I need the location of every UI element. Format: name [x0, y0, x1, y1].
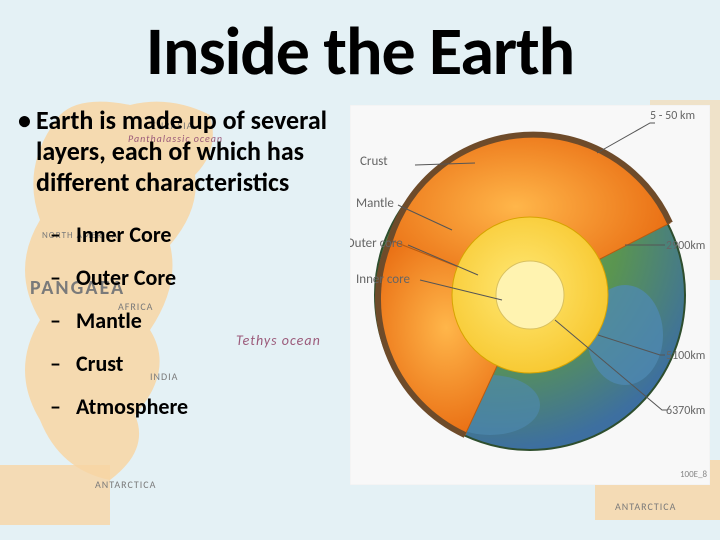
diagram-credit: 100E_8 [680, 469, 708, 480]
list-item: Outer Core [76, 264, 350, 291]
depth-inner: 6370km [666, 404, 705, 418]
label-inner-core: Inner core [356, 272, 410, 287]
depth-outer: 5100km [666, 349, 705, 363]
layer-list: Inner Core Outer Core Mantle Crust Atmos… [76, 221, 350, 420]
list-item: Inner Core [76, 221, 350, 248]
label-mantle: Mantle [356, 196, 394, 211]
main-bullet: Earth is made up of several layers, each… [36, 105, 350, 199]
earth-layers-diagram: Crust Mantle Outer core Inner core 5 - 5… [350, 105, 710, 485]
list-item: Atmosphere [76, 393, 350, 420]
label-crust: Crust [360, 154, 388, 169]
text-column: Earth is made up of several layers, each… [30, 105, 350, 485]
list-item: Crust [76, 350, 350, 377]
label-outer-core: Outer core [350, 236, 403, 251]
depth-crust: 5 - 50 km [650, 109, 695, 123]
inner-core [496, 261, 564, 329]
slide-title: Inside the Earth [30, 10, 690, 93]
list-item: Mantle [76, 307, 350, 334]
depth-mantle: 2900km [666, 239, 705, 253]
